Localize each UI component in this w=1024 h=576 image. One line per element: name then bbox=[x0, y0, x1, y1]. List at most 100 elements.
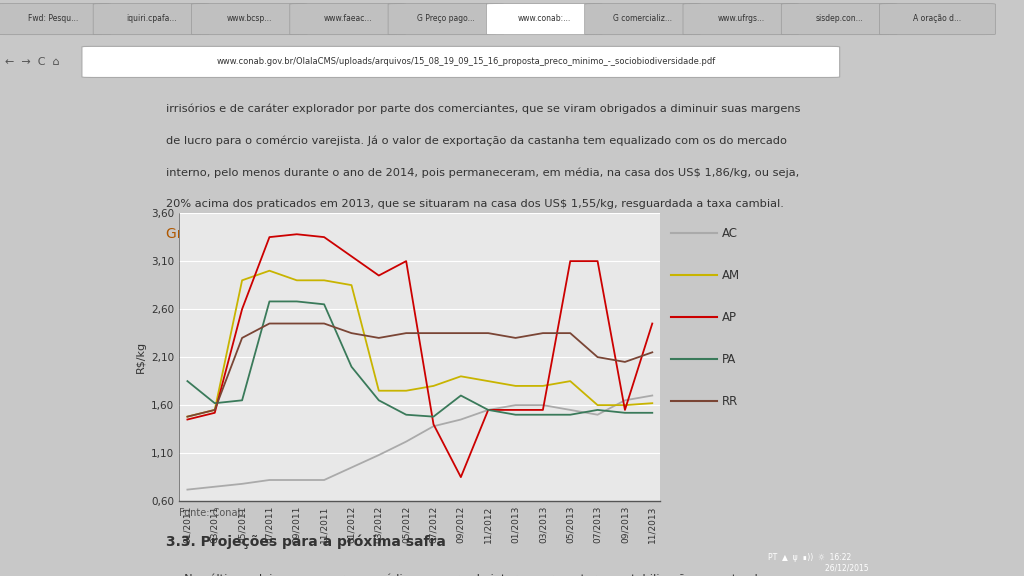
AC bbox=[263, 476, 275, 483]
AM bbox=[455, 373, 467, 380]
Text: AP: AP bbox=[722, 311, 737, 324]
Text: Fwd: Pesqu...: Fwd: Pesqu... bbox=[28, 14, 78, 22]
AC bbox=[564, 407, 577, 414]
Text: www.ufrgs...: www.ufrgs... bbox=[717, 14, 765, 22]
AP bbox=[318, 234, 331, 241]
PA bbox=[482, 407, 495, 414]
PA bbox=[618, 410, 631, 416]
PA bbox=[318, 301, 331, 308]
Text: www.bcsp...: www.bcsp... bbox=[226, 14, 272, 22]
AP bbox=[345, 253, 357, 260]
Text: Nos últimos dois anos, os preços médios no mercado interno apresentaram estabili: Nos últimos dois anos, os preços médios … bbox=[166, 574, 765, 576]
RR bbox=[236, 335, 248, 342]
PA bbox=[646, 410, 658, 416]
RR bbox=[400, 329, 413, 336]
AC bbox=[455, 416, 467, 423]
FancyBboxPatch shape bbox=[388, 3, 504, 35]
PA bbox=[209, 400, 221, 407]
AC bbox=[427, 423, 439, 430]
FancyBboxPatch shape bbox=[486, 3, 602, 35]
PA bbox=[400, 411, 413, 418]
Text: RR: RR bbox=[722, 395, 738, 408]
RR bbox=[263, 320, 275, 327]
Text: ←  →  C  ⌂: ← → C ⌂ bbox=[5, 57, 59, 67]
AM bbox=[537, 382, 549, 389]
RR bbox=[564, 329, 577, 336]
Line: PA: PA bbox=[187, 301, 652, 416]
AP bbox=[564, 257, 577, 264]
Text: G comercializ...: G comercializ... bbox=[613, 14, 672, 22]
Text: www.faeac...: www.faeac... bbox=[324, 14, 372, 22]
Text: Gráfico 3 - Castanha do Brasil - preço médio mensal recebido produtor: Gráfico 3 - Castanha do Brasil - preço m… bbox=[166, 226, 657, 241]
Text: AC: AC bbox=[722, 227, 738, 240]
AP bbox=[509, 407, 521, 414]
AC bbox=[373, 452, 385, 458]
AM bbox=[345, 282, 357, 289]
AP bbox=[209, 410, 221, 416]
Text: www.conab.gov.br/OlalaCMS/uploads/arquivos/15_08_19_09_15_16_proposta_preco_mini: www.conab.gov.br/OlalaCMS/uploads/arquiv… bbox=[216, 56, 716, 66]
RR bbox=[291, 320, 303, 327]
AM bbox=[181, 413, 194, 420]
AP bbox=[291, 231, 303, 238]
FancyBboxPatch shape bbox=[683, 3, 799, 35]
RR bbox=[618, 358, 631, 365]
AM bbox=[400, 387, 413, 394]
FancyBboxPatch shape bbox=[781, 3, 897, 35]
PA bbox=[373, 397, 385, 404]
Text: sisdep.con...: sisdep.con... bbox=[815, 14, 863, 22]
RR bbox=[592, 354, 604, 361]
AP bbox=[455, 473, 467, 480]
RR bbox=[209, 407, 221, 414]
RR bbox=[482, 329, 495, 336]
Line: AP: AP bbox=[187, 234, 652, 477]
AC bbox=[646, 392, 658, 399]
AC bbox=[181, 486, 194, 493]
PA bbox=[345, 363, 357, 370]
AC bbox=[318, 476, 331, 483]
Line: RR: RR bbox=[187, 324, 652, 416]
FancyBboxPatch shape bbox=[0, 3, 111, 35]
AC bbox=[236, 480, 248, 487]
RR bbox=[345, 329, 357, 336]
AM bbox=[592, 401, 604, 408]
PA bbox=[263, 298, 275, 305]
AC bbox=[345, 464, 357, 471]
RR bbox=[455, 329, 467, 336]
RR bbox=[181, 413, 194, 420]
AM bbox=[564, 378, 577, 385]
AM bbox=[291, 277, 303, 284]
AM bbox=[427, 382, 439, 389]
AC bbox=[618, 397, 631, 404]
AC bbox=[291, 476, 303, 483]
AP bbox=[263, 234, 275, 241]
AP bbox=[482, 407, 495, 414]
RR bbox=[537, 329, 549, 336]
PA bbox=[592, 407, 604, 414]
AP bbox=[236, 306, 248, 313]
Line: AM: AM bbox=[187, 271, 652, 416]
AP bbox=[400, 257, 413, 264]
FancyBboxPatch shape bbox=[82, 47, 840, 78]
AP bbox=[592, 257, 604, 264]
RR bbox=[509, 335, 521, 342]
RR bbox=[646, 349, 658, 356]
AC bbox=[400, 438, 413, 445]
Text: interno, pelo menos durante o ano de 2014, pois permaneceram, em média, na casa : interno, pelo menos durante o ano de 201… bbox=[166, 167, 800, 178]
FancyBboxPatch shape bbox=[290, 3, 406, 35]
AM bbox=[618, 401, 631, 408]
Text: Fonte: Conab: Fonte: Conab bbox=[179, 507, 244, 517]
Y-axis label: R$/kg: R$/kg bbox=[135, 341, 145, 373]
AM bbox=[373, 387, 385, 394]
AP bbox=[181, 416, 194, 423]
AM bbox=[236, 277, 248, 284]
Text: iquiri.cpafa...: iquiri.cpafa... bbox=[126, 14, 176, 22]
FancyBboxPatch shape bbox=[585, 3, 700, 35]
PA bbox=[427, 413, 439, 420]
AM bbox=[318, 277, 331, 284]
AM bbox=[646, 400, 658, 407]
PA bbox=[509, 411, 521, 418]
Text: 20% acima dos praticados em 2013, que se situaram na casa dos US$ 1,55/kg, resgu: 20% acima dos praticados em 2013, que se… bbox=[166, 199, 783, 209]
PA bbox=[537, 411, 549, 418]
PA bbox=[236, 397, 248, 404]
AP bbox=[427, 421, 439, 428]
